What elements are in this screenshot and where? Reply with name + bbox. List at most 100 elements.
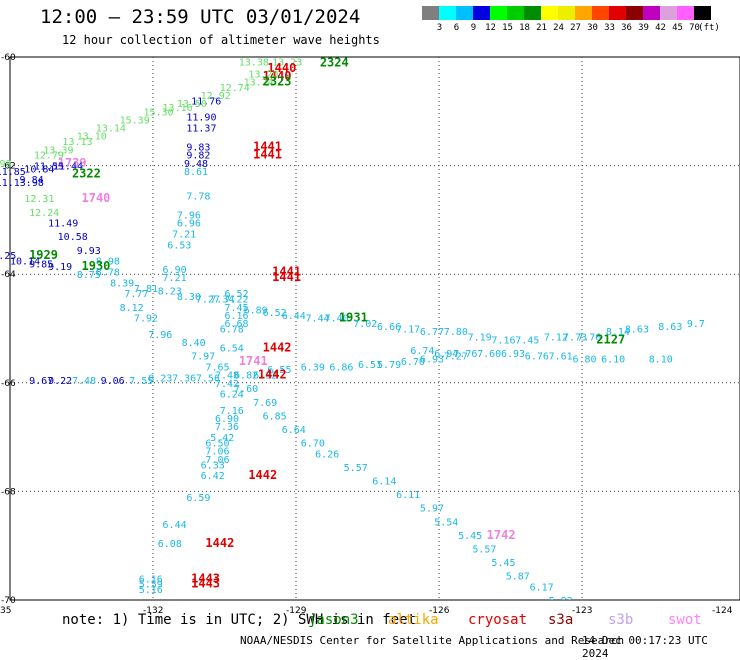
wave-height-label: 6.89 [244,305,268,316]
wave-height-label: 7.36 [172,373,196,384]
wave-height-label: 6.54 [220,344,244,355]
colorbar-swatch [490,6,507,20]
colorbar-swatch [541,6,558,20]
wave-height-label: 6.55 [267,365,291,376]
y-tick-label: -70 [1,596,16,606]
satellite-legend-item: altika [388,612,439,628]
wave-height-label: 13.14 [96,124,126,135]
wave-height-label: 6.11 [396,490,420,501]
wave-height-label: 11.37 [186,124,216,135]
wave-height-label: 13.24 [244,77,274,88]
wave-height-label: 7.96 [177,210,201,221]
x-tick-label: -132 [143,606,163,616]
colorbar-label: 42 [655,23,666,33]
wave-height-label: 8.75 [77,270,101,281]
wave-height-label: 7.60 [477,349,501,360]
colorbar-swatch [575,6,592,20]
pass-time-label: 1442 [248,468,277,482]
wave-height-label: 7.27 [196,295,220,306]
wave-height-label: 5.42 [210,433,234,444]
colorbar-label: 9 [470,23,477,33]
colorbar-swatch [660,6,677,20]
pass-time-label: 1929 [29,248,58,262]
y-tick-label: -60 [1,53,16,63]
wave-height-label: 13.20 [248,69,278,80]
y-tick-label: -66 [1,379,16,389]
colorbar-swatch [609,6,626,20]
wave-height-label: 6.44 [282,311,306,322]
colorbar-swatch [643,6,660,20]
wave-height-label: 7.16 [491,335,515,346]
wave-height-label: 6.59 [186,493,210,504]
wave-height-label: 6.53 [167,240,191,251]
wave-height-label: 13.23 [272,57,302,68]
wave-height-label: 11.85 [0,167,26,178]
wave-height-label: 7.16 [220,406,244,417]
wave-height-label: 5.83 [549,596,573,607]
wave-height-label: 6.76 [525,352,549,363]
wave-height-label: 6.32 [253,371,277,382]
wave-height-label: 12.74 [220,83,250,94]
wave-height-label: 13.13 [62,137,92,148]
wave-height-label: 5.87 [506,572,530,583]
wave-height-label: 7.69 [253,398,277,409]
colorbar-label: 30 [587,23,598,33]
wave-height-label: 13.10 [77,132,107,143]
wave-height-label: 7.97 [191,352,215,363]
colorbar-label: 24 [553,23,564,33]
colorbar-swatch [422,6,439,20]
wave-height-label: 6.90 [163,265,187,276]
wave-height-label: 7.36 [215,422,239,433]
pass-time-label: 2322 [72,167,101,181]
wave-height-label: 6.93 [501,349,525,360]
wave-height-label: 6.77 [420,327,444,338]
wave-height-label: 6.86 [329,363,353,374]
wave-height-label: 12.79 [34,151,64,162]
wave-height-label: 11.90 [186,113,216,124]
wave-height-label: 11.49 [48,219,78,230]
colorbar-swatch [592,6,609,20]
credit-text: NOAA/NESDIS Center for Satellite Applica… [240,634,625,647]
wave-height-label: 7.06 [205,455,229,466]
colorbar-label: 27 [570,23,581,33]
colorbar-swatch [507,6,524,20]
x-tick-label: -135 [0,606,11,616]
colorbar-label: 70 [689,23,700,33]
y-tick-label: -62 [1,162,16,172]
wave-height-label: 15.30 [143,107,173,118]
colorbar-label: 3 [436,23,443,33]
wave-height-label: 6.93 [420,354,444,365]
wave-height-label: 7.21 [163,273,187,284]
wave-height-label: 8.39 [110,278,134,289]
wave-height-label: 13.39 [43,145,73,156]
wave-height-label: 12.31 [24,194,54,205]
wave-height-label: 9.48 [184,159,208,170]
wave-height-label: 5.57 [344,463,368,474]
wave-height-label: 12.98 [0,159,12,170]
wave-height-label: 6.66 [377,322,401,333]
wave-height-label: 7.45 [515,335,539,346]
wave-height-label: 6.52 [263,308,287,319]
colorbar-label: 18 [519,23,530,33]
wave-height-label: 6.70 [301,439,325,450]
pass-time-label: 2324 [320,55,349,69]
wave-height-label: 8.14 [606,327,630,338]
pass-time-label: 1440 [263,69,292,83]
wave-height-label: 6.33 [201,460,225,471]
colorbar-swatch [524,6,541,20]
wave-height-label: 12.24 [29,208,59,219]
wave-height-label: 8.30 [177,292,201,303]
pass-time-label: 1931 [339,311,368,325]
wave-height-label: 5.57 [472,544,496,555]
wave-height-label: 8.63 [625,325,649,336]
wave-height-label: 9.83 [186,143,210,154]
wave-height-label: 7.48 [215,371,239,382]
wave-height-label: 6.82 [234,371,258,382]
wave-height-label: 6.80 [572,354,596,365]
wave-height-label: 9.06 [101,376,125,387]
wave-height-label: 8.98 [96,257,120,268]
wave-height-label: 7.19 [468,333,492,344]
colorbar-unit: (ft) [698,23,720,33]
y-tick-label: -64 [1,270,16,280]
page-title: 12:00 — 23:59 UTC 03/01/2024 [40,6,361,28]
